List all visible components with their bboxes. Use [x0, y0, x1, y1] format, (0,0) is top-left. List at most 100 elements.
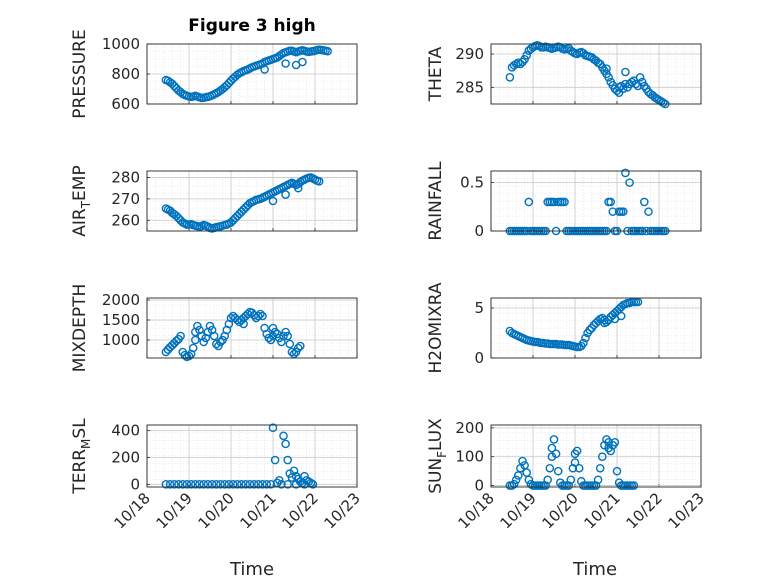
data-point	[610, 438, 620, 447]
data-point	[239, 319, 248, 329]
data-point	[232, 70, 242, 80]
y-tick-label: 200	[111, 448, 140, 466]
y-axis-label: PRESSURE	[70, 29, 90, 118]
data-point	[524, 197, 534, 207]
data-point	[253, 311, 263, 321]
data-point	[619, 207, 628, 216]
subplot-air_temp: 260 270 280 AIRTEMP	[70, 165, 358, 237]
data-point	[258, 311, 267, 321]
y-tick-label: 285	[455, 78, 484, 96]
data-point	[245, 480, 255, 489]
axes-frame	[146, 43, 358, 105]
y-axis-label: MIXDEPTH	[70, 284, 90, 373]
data-point	[289, 466, 299, 476]
y-tick-label: 0	[474, 477, 484, 495]
data-point	[595, 463, 605, 473]
axes-frame	[146, 170, 358, 232]
data-point	[199, 480, 208, 489]
data-point	[190, 480, 200, 489]
y-tick-label: 290	[455, 45, 484, 63]
data-point	[220, 480, 229, 489]
y-tick-label: 260	[111, 211, 140, 229]
data-point	[161, 480, 171, 489]
data-point	[169, 480, 179, 489]
data-point	[505, 73, 515, 82]
data-point	[572, 446, 582, 456]
data-point	[190, 335, 200, 345]
data-point	[602, 64, 611, 73]
data-point	[209, 331, 219, 341]
data-point	[614, 88, 624, 97]
data-point	[186, 480, 196, 489]
data-point	[616, 311, 626, 321]
y-tick-label: 0	[474, 222, 484, 240]
data-point	[291, 480, 301, 489]
data-point	[228, 480, 238, 489]
axes-frame	[146, 297, 358, 359]
subplot-theta: 285 290 THETA	[426, 41, 702, 109]
data-point	[524, 475, 534, 485]
y-axis-label: H2OMIXRA	[426, 282, 446, 373]
x-tick-label: 10/22	[623, 489, 666, 532]
data-point	[549, 197, 559, 207]
data-point	[165, 480, 175, 489]
data-point	[295, 341, 305, 351]
axes-frame	[490, 170, 702, 232]
y-tick-label: 1500	[102, 311, 140, 329]
data-point	[604, 73, 613, 82]
data-point	[300, 480, 309, 489]
subplot-pressure: 600 800 1000 PRESSURE	[70, 29, 358, 119]
y-tick-label: 400	[111, 421, 140, 439]
data-point	[216, 480, 225, 489]
data-point	[258, 480, 267, 489]
data-point	[511, 475, 521, 485]
data-point	[547, 443, 557, 453]
x-tick-label: 10/22	[279, 489, 322, 532]
data-point	[574, 463, 584, 473]
x-tick-label: 10/19	[153, 489, 196, 532]
data-point	[591, 481, 601, 490]
data-point	[256, 309, 265, 319]
axes-frame	[490, 424, 702, 488]
y-tick-label: 1000	[102, 331, 140, 349]
x-tick-label: 10/18	[455, 489, 498, 532]
x-tick-label: 10/18	[111, 489, 154, 532]
data-point	[283, 480, 293, 489]
data-point	[606, 197, 616, 207]
data-point	[543, 475, 553, 485]
data-point	[241, 480, 250, 489]
data-point	[279, 431, 288, 441]
data-point	[579, 338, 588, 348]
data-point	[176, 331, 185, 341]
data-point	[243, 309, 253, 319]
data-point	[270, 455, 280, 465]
data-point	[161, 347, 171, 357]
data-point	[207, 480, 217, 489]
data-point	[518, 456, 527, 466]
data-point	[300, 471, 309, 481]
data-point	[232, 480, 242, 489]
y-tick-label: 600	[111, 95, 140, 113]
data-point	[560, 197, 569, 207]
data-point	[635, 73, 645, 82]
data-point	[268, 196, 278, 206]
data-point	[174, 480, 183, 489]
y-axis-label: TERRMSL	[70, 418, 93, 495]
y-axis-label: RAINFALL	[426, 161, 446, 241]
y-tick-label: 5	[474, 299, 484, 317]
data-point	[268, 323, 278, 333]
data-point	[260, 65, 269, 74]
data-point	[293, 183, 303, 193]
data-point	[604, 443, 613, 453]
data-point	[545, 463, 555, 473]
y-tick-label: 270	[111, 190, 140, 208]
subplot-terr_msl: 0 200 400 TERRMSL 10/1810/1910/2010/2110/221…	[70, 418, 364, 533]
x-tick-label: 10/23	[665, 489, 708, 532]
data-point	[264, 333, 274, 343]
y-tick-label: 0	[474, 349, 484, 367]
data-point	[608, 207, 618, 216]
data-point	[564, 481, 574, 490]
subplot-sun_flux: 0 100 200 SUNFLUX 10/1810/1910/2010/2110/221…	[426, 418, 708, 533]
